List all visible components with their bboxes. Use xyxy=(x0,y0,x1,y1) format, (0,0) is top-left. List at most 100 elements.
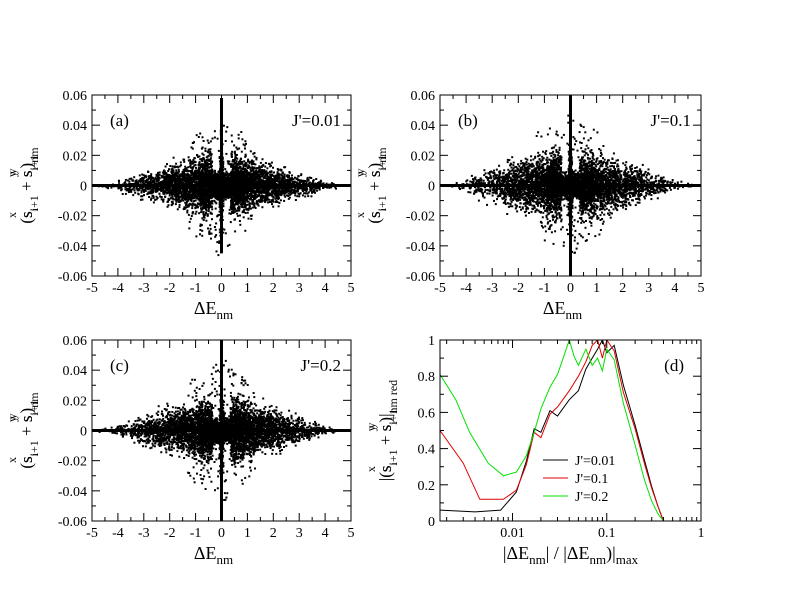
panel-a-point xyxy=(209,204,212,207)
panel-a-point xyxy=(132,179,135,182)
panel-a-point xyxy=(186,180,189,183)
panel-a-point xyxy=(193,181,196,184)
panel-a-point xyxy=(187,170,190,173)
panel-a-point xyxy=(175,169,178,172)
panel-a-point xyxy=(166,163,168,166)
panel-a-point xyxy=(315,182,318,185)
panel-a-point xyxy=(193,188,196,191)
panel-a-point xyxy=(205,209,208,212)
panel-a-point xyxy=(276,201,279,204)
panel-a-point xyxy=(182,196,185,199)
panel-a-point xyxy=(199,158,202,161)
panel-a-point xyxy=(174,203,177,206)
panel-a-point xyxy=(304,180,307,182)
panel-a-point xyxy=(299,192,302,195)
panel-a-point xyxy=(180,175,183,178)
panel-a-point xyxy=(185,174,188,177)
panel-a-point xyxy=(264,177,267,180)
panel-a-point xyxy=(198,199,201,202)
panel-a-point xyxy=(242,206,245,209)
panel-a-point xyxy=(215,178,218,181)
panel-a-point xyxy=(211,179,214,182)
panel-a-point xyxy=(269,171,272,174)
panel-a-point xyxy=(171,165,174,168)
panel-a-point xyxy=(218,156,221,158)
panel-a-point xyxy=(230,203,233,206)
panel-a-point xyxy=(184,180,186,183)
panel-a-point xyxy=(214,171,217,174)
panel-a-point xyxy=(170,172,173,175)
panel-a-point xyxy=(207,192,210,195)
panel-a-point xyxy=(206,176,209,179)
panel-a-point xyxy=(196,154,199,156)
panel-a-point xyxy=(157,177,160,179)
panel-a-point xyxy=(247,200,250,203)
panel-a-point xyxy=(259,161,262,164)
panel-a-point xyxy=(143,194,145,197)
panel-a-point xyxy=(189,160,192,163)
panel-a-point xyxy=(200,208,203,211)
panel-a-point xyxy=(277,176,280,179)
panel-a-point xyxy=(239,169,242,172)
panel-a-point xyxy=(301,189,304,192)
panel-a-point xyxy=(272,192,275,195)
panel-a-point xyxy=(143,182,146,185)
panel-a-point xyxy=(173,193,176,196)
panel-a-point xyxy=(207,162,210,165)
panel-a-point xyxy=(178,187,180,190)
panel-a-point xyxy=(204,208,207,211)
panel-a-point xyxy=(141,198,144,201)
panel-a-point xyxy=(298,193,301,196)
panel-a-point xyxy=(275,187,278,190)
panel-a-point xyxy=(265,188,268,191)
panel-a-point xyxy=(176,199,178,202)
panel-a-point xyxy=(167,204,170,207)
panel-a-point xyxy=(176,208,179,211)
panel-a-point xyxy=(177,196,180,199)
panel-a-point xyxy=(206,164,209,167)
panel-a-point xyxy=(215,176,218,179)
panel-a-point xyxy=(194,161,197,163)
panel-a-point xyxy=(246,203,249,206)
panel-a-point xyxy=(174,172,177,175)
panel-a-point xyxy=(236,178,238,181)
panel-a-point xyxy=(150,198,152,201)
panel-a-point xyxy=(160,188,163,191)
panel-a-point xyxy=(181,187,184,190)
panel-a-point xyxy=(266,197,269,200)
panel-a-point xyxy=(237,191,240,194)
panel-a-point xyxy=(194,177,197,180)
panel-a-point xyxy=(273,171,275,174)
panel-a-point xyxy=(247,177,250,180)
panel-a-point xyxy=(298,186,300,189)
panel-a-point xyxy=(230,210,233,213)
panel-a-point xyxy=(218,177,221,180)
panel-a-point xyxy=(272,166,274,169)
panel-a-point xyxy=(249,190,252,193)
panel-a-point xyxy=(222,205,225,207)
panel-a-point xyxy=(225,191,228,194)
panel-a-point xyxy=(183,158,186,161)
panel-a-point xyxy=(200,163,203,166)
panel-a-point xyxy=(282,192,284,195)
panel-a-point xyxy=(208,178,211,180)
panel-a-point xyxy=(304,195,307,198)
panel-a-point xyxy=(290,179,293,182)
panel-a-point xyxy=(253,206,256,209)
panel-a-point xyxy=(243,160,246,163)
panel-a-point xyxy=(175,162,178,165)
panel-a-point xyxy=(258,191,261,194)
panel-a-point xyxy=(267,201,269,204)
panel-a-point xyxy=(164,186,167,189)
panel-a-point xyxy=(204,177,207,180)
panel-a-point xyxy=(187,166,190,169)
panel-a-point xyxy=(307,191,310,194)
panel-a-point xyxy=(251,194,253,197)
panel-a: -5 -4 -3 -2 -1 0 1 2 3 4 5-0.06-0.04-0.0200.020.04… xyxy=(58,89,355,322)
panel-a-point xyxy=(204,147,207,150)
panel-a-point xyxy=(184,206,187,209)
panel-a-point xyxy=(211,172,214,175)
panel-a-point xyxy=(185,170,188,173)
panel-a-point xyxy=(246,199,248,202)
panel-a-point xyxy=(313,188,315,191)
